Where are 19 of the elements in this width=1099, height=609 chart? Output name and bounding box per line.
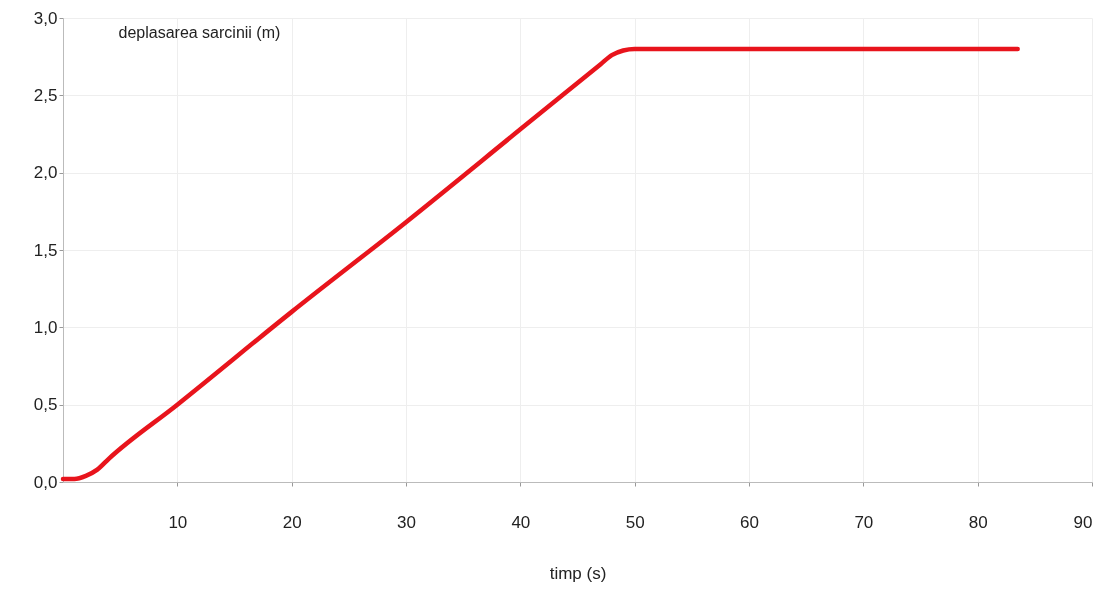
x-tick-label: 10 [168,512,188,532]
x-tick-label: 90 [1073,512,1093,532]
x-tick-label: 80 [968,512,988,532]
x-axis-title: timp (s) [549,563,607,583]
y-tick-label: 0,0 [33,472,58,492]
x-tick-label: 20 [282,512,302,532]
x-tick-label: 50 [625,512,645,532]
y-tick-label: 1,0 [33,317,58,337]
y-tick-label: 3,0 [33,8,58,28]
y-tick-label: 1,5 [33,240,58,260]
x-tick-label: 30 [397,512,416,532]
line-series [60,46,1020,482]
y-axis-title: deplasarea sarcinii (m) [118,23,281,41]
y-tick-label: 0,5 [33,395,58,415]
y-tick-label: 2,0 [33,163,58,183]
x-tick-label: 70 [854,512,874,532]
x-tick-label: 40 [511,512,531,532]
y-tick-label: 2,5 [33,85,58,105]
x-tick-label: 60 [740,512,759,532]
